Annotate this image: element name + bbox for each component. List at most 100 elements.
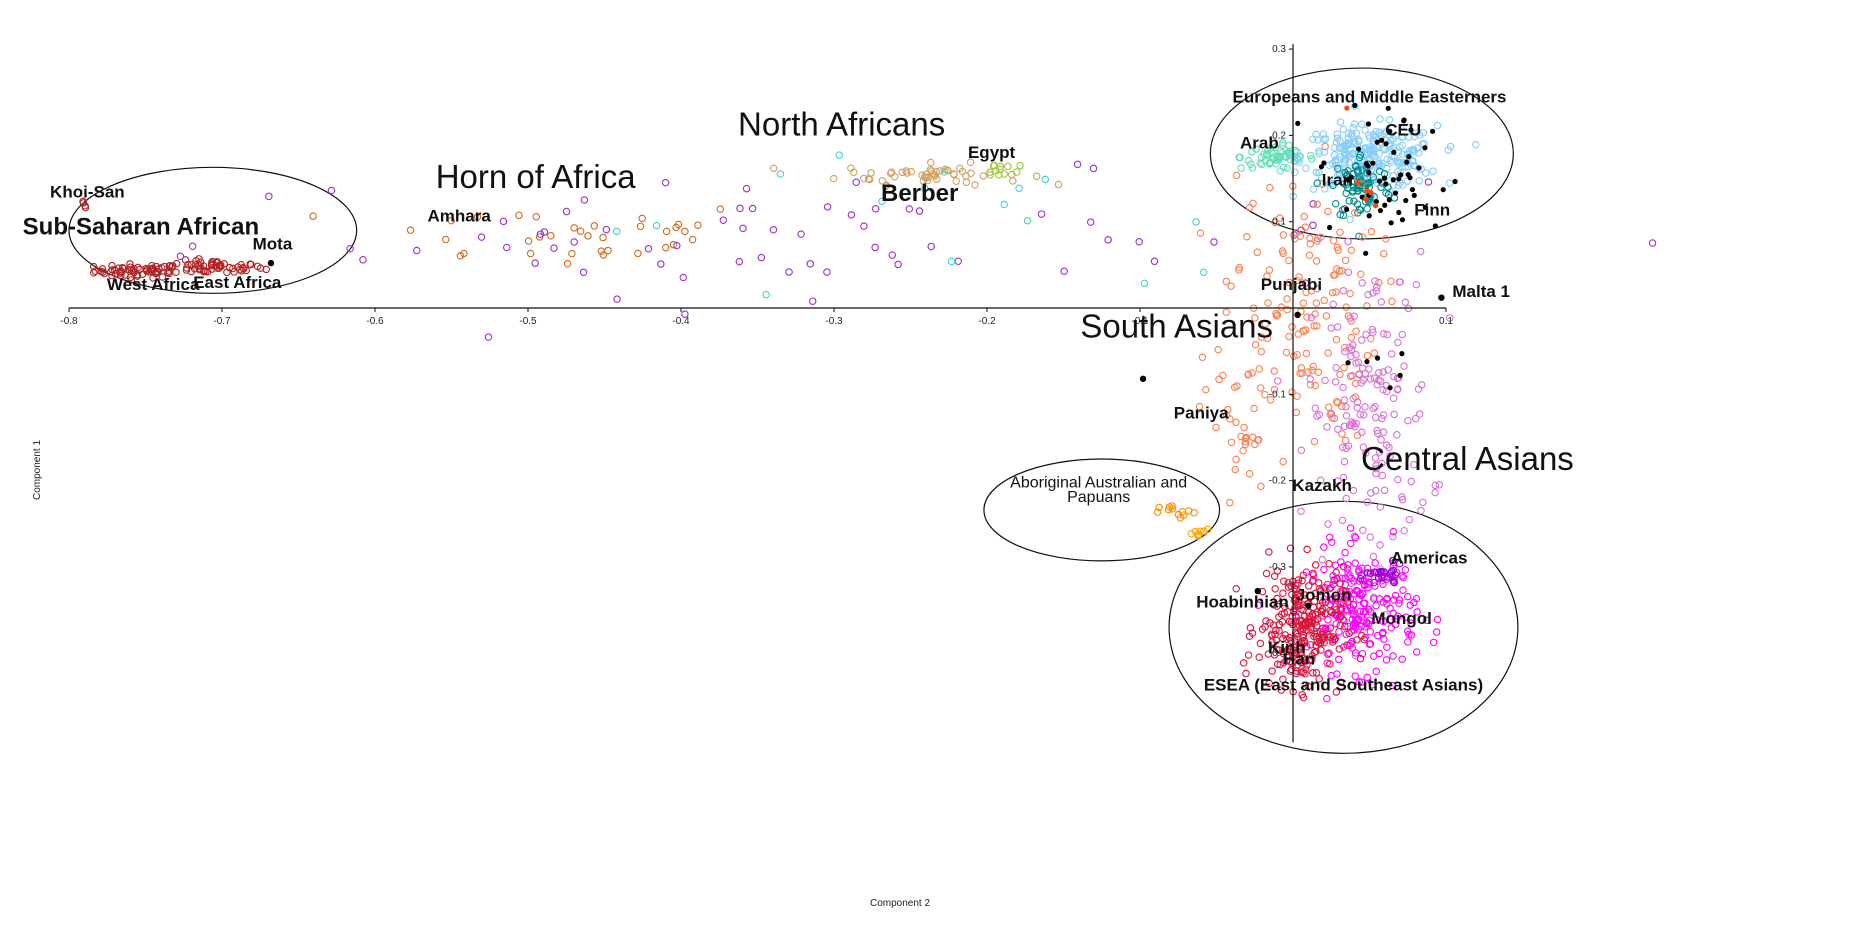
sample-point xyxy=(531,259,539,267)
ancient-sample-point xyxy=(1139,375,1147,382)
sample-point xyxy=(1345,152,1354,161)
sample-point xyxy=(1307,155,1316,163)
sample-point xyxy=(1431,488,1439,497)
x-tick-label: -0.2 xyxy=(978,316,996,327)
sample-point xyxy=(1323,423,1331,431)
sample-point xyxy=(1276,167,1285,175)
sample-point xyxy=(1358,576,1367,585)
sample-point xyxy=(797,230,805,238)
sample-point xyxy=(1153,508,1162,516)
sample-point xyxy=(1317,646,1325,654)
annotation-label: Hoabinhian xyxy=(1196,592,1289,611)
sample-point xyxy=(220,260,228,268)
sample-point xyxy=(1239,446,1247,455)
annotation-label: Khoi-San xyxy=(50,183,125,202)
sample-point xyxy=(1266,183,1274,192)
sample-point xyxy=(1304,682,1312,691)
sample-point xyxy=(878,197,886,206)
sample-point xyxy=(1246,624,1255,632)
sample-point xyxy=(613,295,621,303)
sample-point xyxy=(1345,197,1353,205)
sample-point xyxy=(1349,183,1358,192)
sample-point xyxy=(1328,538,1336,547)
sample-point xyxy=(1279,231,1288,239)
sample-point xyxy=(1406,153,1412,160)
sample-point xyxy=(1308,655,1316,664)
sub-saharan-ellipse xyxy=(68,166,358,294)
sample-point xyxy=(1358,364,1367,372)
sample-point xyxy=(1377,183,1385,191)
sample-point xyxy=(1305,251,1314,260)
sample-point xyxy=(1241,438,1250,446)
sample-point xyxy=(823,203,832,211)
sample-point xyxy=(1445,179,1454,187)
x-tick-label: -0.1 xyxy=(1131,316,1149,327)
sample-point xyxy=(1352,587,1361,595)
sample-point xyxy=(1370,578,1378,587)
sample-point xyxy=(1411,192,1417,198)
sample-point xyxy=(1309,669,1317,677)
sample-point xyxy=(1352,102,1358,109)
sample-point xyxy=(1351,649,1360,657)
sample-point xyxy=(1382,189,1390,197)
sample-point xyxy=(1368,149,1376,158)
sample-point xyxy=(1054,180,1063,189)
sample-point xyxy=(1279,675,1287,684)
sample-point xyxy=(716,205,725,213)
sample-point xyxy=(1366,375,1375,383)
sample-point xyxy=(1273,594,1281,603)
sample-point xyxy=(152,262,161,271)
sample-point xyxy=(1326,660,1334,668)
sample-point xyxy=(1399,181,1407,189)
sample-point xyxy=(172,268,180,277)
sample-point xyxy=(1400,526,1408,535)
sample-point xyxy=(1408,127,1414,133)
sample-point xyxy=(1362,618,1371,627)
sample-point xyxy=(1342,403,1350,411)
sample-point xyxy=(515,211,523,220)
sample-point xyxy=(1422,616,1431,624)
sample-point xyxy=(1390,372,1398,381)
sample-point xyxy=(612,227,621,236)
sample-point xyxy=(1445,314,1454,322)
annotation-label: Egypt xyxy=(968,143,1016,162)
sample-point xyxy=(1403,123,1411,131)
sample-point xyxy=(1380,330,1388,338)
sample-point xyxy=(1335,655,1343,664)
sample-point xyxy=(1320,148,1329,157)
sample-point xyxy=(524,237,533,245)
sample-point xyxy=(1306,151,1315,160)
sample-point xyxy=(1328,159,1337,168)
sample-point xyxy=(172,259,181,268)
sample-point xyxy=(1288,323,1296,331)
sample-point xyxy=(1379,159,1387,168)
sample-point xyxy=(1350,312,1359,320)
sample-point xyxy=(1390,194,1399,202)
sample-point xyxy=(1332,620,1340,628)
sample-point xyxy=(995,170,1003,179)
sample-point xyxy=(1357,678,1366,686)
sample-point xyxy=(1231,465,1240,474)
sample-point xyxy=(878,177,886,185)
sample-point xyxy=(1403,627,1412,635)
ticks-layer: -0.8 -0.7 -0.6 -0.5 -0.4 -0.3 -0.2 -0.1 0.1 0.3 0.… xyxy=(60,44,1453,659)
sample-point xyxy=(1379,617,1388,626)
sample-point xyxy=(1339,211,1348,220)
sample-point xyxy=(1313,200,1321,209)
sample-point xyxy=(1277,686,1285,694)
sample-point xyxy=(1358,336,1366,344)
sample-point xyxy=(1271,585,1279,593)
sample-point xyxy=(1376,178,1382,184)
sample-point xyxy=(1242,433,1250,442)
sample-point xyxy=(1363,161,1369,167)
sample-point xyxy=(149,274,157,282)
sample-point xyxy=(1334,477,1342,485)
sample-point xyxy=(1412,594,1421,603)
sample-point xyxy=(1304,582,1313,590)
sample-point xyxy=(1285,141,1293,149)
sample-point xyxy=(584,232,592,240)
sample-point xyxy=(1332,288,1340,296)
sample-point xyxy=(215,264,223,273)
